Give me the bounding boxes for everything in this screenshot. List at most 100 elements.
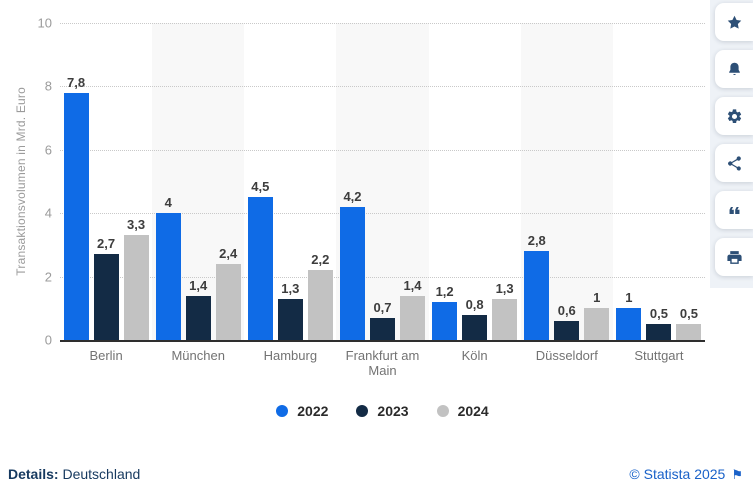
bell-button[interactable] [715, 50, 753, 88]
bar [215, 263, 241, 340]
bar-group-d-sseldorf: 2,8 0,6 1 [521, 23, 613, 340]
bar [676, 324, 702, 340]
gridline [60, 149, 705, 151]
bar [123, 235, 149, 340]
bell-icon [726, 61, 743, 78]
legend-label: 2022 [297, 403, 329, 419]
legend-dot [436, 405, 449, 417]
print-button[interactable] [715, 238, 753, 276]
legend: 2022 2023 2024 [60, 403, 705, 419]
bar [307, 270, 333, 340]
star-icon [726, 14, 743, 31]
bar-2024-frankfurt-am-main: 1,4 [399, 23, 425, 340]
flag-icon: ⚑ [731, 466, 743, 482]
gridline [60, 23, 705, 24]
bar-2023-berlin: 2,7 [93, 23, 119, 340]
bar-value-label: 0,7 [373, 299, 392, 315]
bar-value-label: 4 [164, 195, 172, 211]
bar-2024-k-ln: 1,3 [492, 23, 518, 340]
bar-2022-berlin: 7,8 [63, 23, 89, 340]
y-tick-label: 0 [44, 332, 52, 348]
gridline [60, 86, 705, 88]
bar-value-label: 3,3 [127, 217, 146, 233]
gridline [60, 276, 705, 278]
bar [584, 308, 610, 340]
bar [155, 213, 181, 340]
bar-2023-hamburg: 1,3 [277, 23, 303, 340]
action-sidebar [710, 0, 753, 288]
bar-value-label: 0,5 [649, 306, 668, 322]
legend-label: 2023 [377, 403, 409, 419]
bar-2022-hamburg: 4,5 [247, 23, 273, 340]
y-tick-label: 4 [44, 205, 52, 221]
bar-2024-m-nchen: 2,4 [215, 23, 241, 340]
bar [93, 254, 119, 340]
x-axis-label: München [171, 348, 225, 363]
y-axis-ticks: 0 2 4 6 8 10 [0, 16, 52, 348]
details-label: Details: [8, 466, 59, 482]
gear-button[interactable] [715, 97, 753, 135]
bar-value-label: 7,8 [67, 74, 86, 90]
bar-value-label: 1 [625, 290, 633, 306]
bar-2022-frankfurt-am-main: 4,2 [339, 23, 365, 340]
bar-group-berlin: 7,8 2,7 3,3 [60, 23, 152, 340]
bar-value-label: 1,3 [281, 280, 300, 296]
legend-dot [356, 405, 369, 417]
bar-2024-d-sseldorf: 1 [584, 23, 610, 340]
y-tick-label: 10 [37, 15, 52, 31]
bar [185, 295, 211, 340]
legend-dot [276, 405, 289, 417]
bar-value-label: 1,3 [495, 280, 514, 296]
bar-groups: 7,8 2,7 3,3 4 1,4 2,4 4,5 1,3 2,2 4,2 0,7 1,4 1,2 0,8… [60, 23, 705, 340]
bar-group-stuttgart: 1 0,5 0,5 [613, 23, 705, 340]
x-axis-label: Stuttgart [634, 348, 684, 363]
bar-value-label: 1,4 [403, 277, 422, 293]
bar [339, 206, 365, 340]
footer-details: Details: Deutschland [8, 466, 140, 482]
bar [277, 298, 303, 340]
bar [616, 308, 642, 340]
bar-group-m-nchen: 4 1,4 2,4 [152, 23, 244, 340]
bar [369, 317, 395, 340]
x-axis-label: Düsseldorf [535, 348, 598, 363]
bar [432, 301, 458, 340]
bar [524, 251, 550, 340]
bar-2023-m-nchen: 1,4 [185, 23, 211, 340]
bar-value-label: 4,2 [343, 188, 362, 204]
bar-value-label: 2,4 [219, 245, 238, 261]
star-button[interactable] [715, 3, 753, 41]
bar-group-frankfurt-am-main: 4,2 0,7 1,4 [336, 23, 428, 340]
bar-2023-stuttgart: 0,5 [646, 23, 672, 340]
legend-item-2022: 2022 [276, 403, 328, 419]
bar-group-hamburg: 4,5 1,3 2,2 [244, 23, 336, 340]
details-value: Deutschland [62, 466, 141, 482]
x-axis-label: Frankfurt am Main [345, 348, 420, 378]
bar-value-label: 2,2 [311, 252, 330, 268]
gear-icon [726, 108, 743, 125]
bar-2022-k-ln: 1,2 [432, 23, 458, 340]
bar-value-label: 0,5 [679, 306, 698, 322]
bar-2023-frankfurt-am-main: 0,7 [369, 23, 395, 340]
bar-value-label: 4,5 [251, 179, 270, 195]
bar-value-label: 0,6 [557, 302, 576, 318]
bar-2024-hamburg: 2,2 [307, 23, 333, 340]
legend-label: 2024 [457, 403, 489, 419]
bar-2023-d-sseldorf: 0,6 [554, 23, 580, 340]
share-button[interactable] [715, 144, 753, 182]
bar [247, 197, 273, 340]
statista-copyright-link[interactable]: © Statista 2025 ⚑ [629, 466, 743, 482]
bar [63, 92, 89, 340]
copyright-text: © Statista 2025 [629, 466, 726, 482]
bar-group-k-ln: 1,2 0,8 1,3 [429, 23, 521, 340]
gridline [60, 213, 705, 215]
x-axis-label: Köln [461, 348, 488, 363]
quote-button[interactable] [715, 191, 753, 229]
y-tick-label: 2 [44, 269, 52, 285]
x-axis-label: Berlin [89, 348, 123, 363]
legend-item-2024: 2024 [436, 403, 489, 419]
bar-2022-d-sseldorf: 2,8 [524, 23, 550, 340]
bar-value-label: 2,8 [527, 233, 546, 249]
plot-area: 7,8 2,7 3,3 4 1,4 2,4 4,5 1,3 2,2 4,2 0,7 1,4 1,2 0,8… [60, 23, 705, 342]
bar-2024-stuttgart: 0,5 [676, 23, 702, 340]
